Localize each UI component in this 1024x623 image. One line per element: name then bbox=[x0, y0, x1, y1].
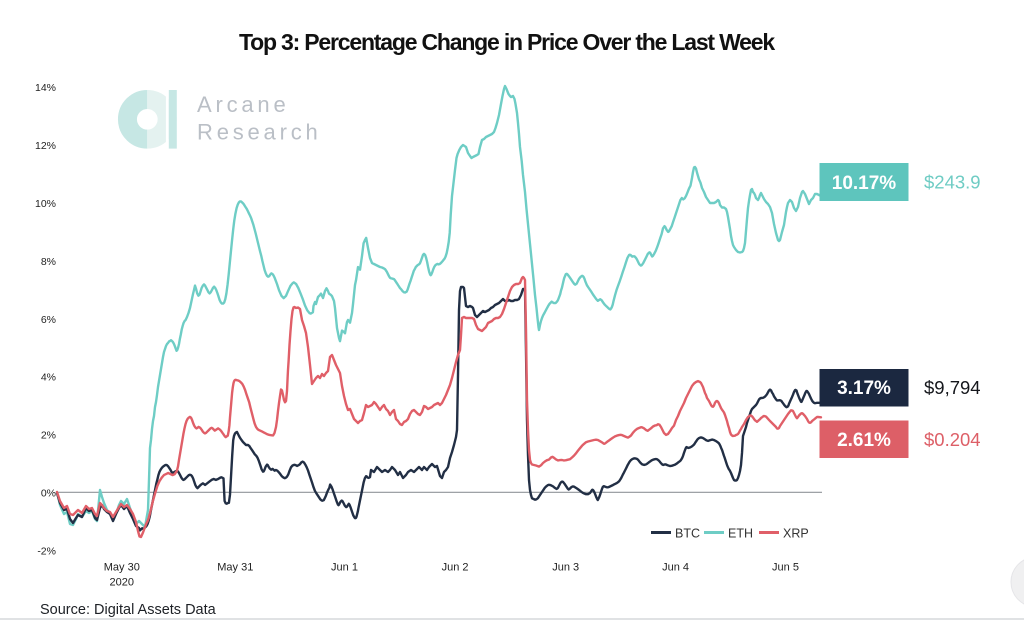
svg-text:XRP: XRP bbox=[783, 527, 809, 541]
svg-text:4%: 4% bbox=[41, 372, 56, 384]
svg-text:Jun 1: Jun 1 bbox=[331, 562, 358, 574]
svg-text:6%: 6% bbox=[41, 314, 56, 326]
svg-text:May 30: May 30 bbox=[104, 562, 140, 574]
svg-text:$0.204: $0.204 bbox=[924, 429, 981, 450]
svg-text:12%: 12% bbox=[35, 140, 56, 152]
svg-text:ETH: ETH bbox=[728, 527, 753, 541]
svg-text:Arcane: Arcane bbox=[197, 92, 290, 117]
svg-text:0%: 0% bbox=[41, 488, 56, 500]
svg-text:10%: 10% bbox=[35, 198, 56, 210]
svg-text:Jun 3: Jun 3 bbox=[552, 562, 579, 574]
svg-text:Source: Digital Assets Data: Source: Digital Assets Data bbox=[40, 602, 217, 618]
svg-text:BTC: BTC bbox=[675, 527, 700, 541]
svg-text:-2%: -2% bbox=[37, 545, 56, 557]
svg-text:8%: 8% bbox=[41, 256, 56, 268]
svg-text:Jun 2: Jun 2 bbox=[442, 562, 469, 574]
svg-text:2%: 2% bbox=[41, 430, 56, 442]
svg-text:Top 3: Percentage Change in Pr: Top 3: Percentage Change in Price Over t… bbox=[239, 29, 775, 55]
svg-text:Jun 4: Jun 4 bbox=[662, 562, 689, 574]
svg-text:$243.9: $243.9 bbox=[924, 172, 981, 193]
svg-text:2020: 2020 bbox=[110, 576, 134, 588]
svg-text:Jun 5: Jun 5 bbox=[772, 562, 799, 574]
svg-text:10.17%: 10.17% bbox=[832, 173, 897, 194]
svg-text:$9,794: $9,794 bbox=[924, 377, 981, 398]
svg-text:May 31: May 31 bbox=[217, 562, 253, 574]
svg-text:3.17%: 3.17% bbox=[837, 378, 891, 399]
svg-text:Research: Research bbox=[197, 120, 322, 145]
svg-text:14%: 14% bbox=[35, 82, 56, 94]
svg-text:2.61%: 2.61% bbox=[837, 430, 891, 451]
